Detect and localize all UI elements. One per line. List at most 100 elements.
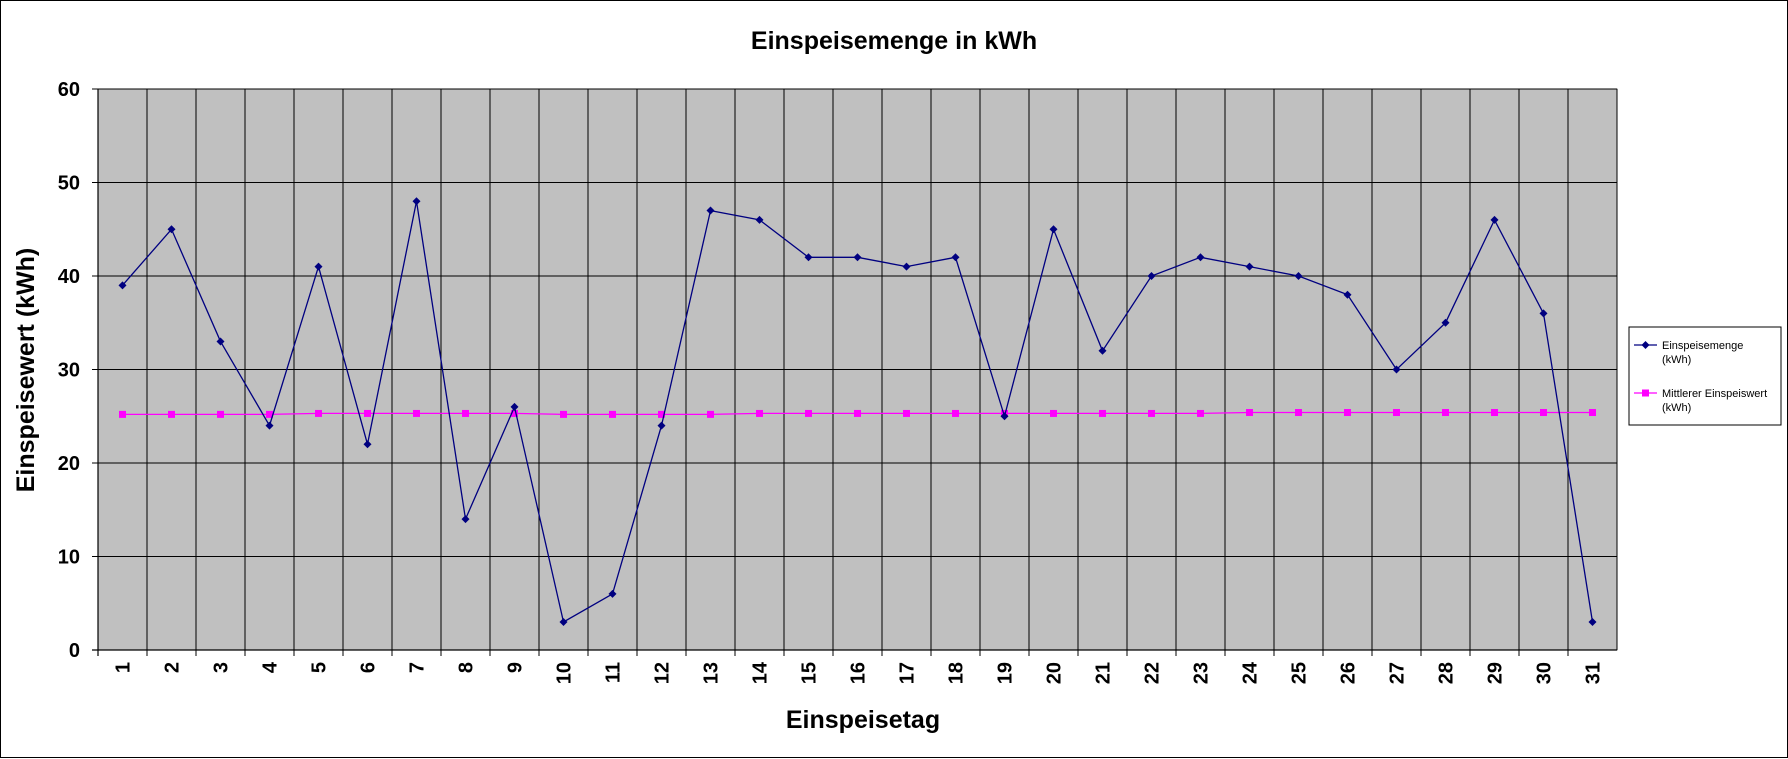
legend-marker [1641,341,1650,349]
data-point [608,589,617,598]
data-point [511,409,518,417]
x-tick-label: 26 [1338,662,1360,684]
x-tick-label: 1 [113,662,135,673]
data-point [1392,365,1401,374]
x-tick-label: 28 [1436,662,1458,684]
y-tick-label: 20 [58,453,80,475]
y-tick-label: 60 [58,79,80,101]
data-point [658,410,665,418]
data-point [1539,309,1548,318]
legend-box [1628,326,1782,426]
x-tick-label: 5 [309,662,331,673]
data-point [1246,409,1253,417]
y-tick-label: 0 [69,640,80,662]
data-point [756,409,763,417]
data-point [853,253,862,262]
x-tick-label: 17 [897,662,919,684]
legend-label: Einspeisemenge [1662,340,1743,352]
data-point [1490,215,1499,224]
x-tick-label: 19 [995,662,1017,684]
x-tick-label: 13 [701,662,723,684]
data-point [412,197,421,206]
data-point [903,409,910,417]
data-point [118,281,127,290]
data-point [1098,346,1107,355]
x-tick-label: 29 [1485,662,1507,684]
y-tick-label: 30 [58,360,80,382]
x-tick-label: 27 [1387,662,1409,684]
x-tick-label: 12 [652,662,674,684]
data-point [1343,290,1352,299]
x-tick-label: 23 [1191,662,1213,684]
x-tick-label: 20 [1044,662,1066,684]
data-point [1540,409,1547,417]
data-point [265,421,274,430]
data-point [1344,409,1351,417]
x-tick-label: 25 [1289,662,1311,684]
data-point [805,409,812,417]
x-tick-label: 14 [750,661,772,684]
x-tick-label: 30 [1534,662,1556,684]
data-point [609,410,616,418]
data-point [266,410,273,418]
data-point [1295,409,1302,417]
x-tick-label: 2 [162,662,184,673]
x-axis: 1 2 3 4 5 6 7 8 9 10 11 12 13 14 15 16 17 18 19 20 21 22 23 24 2… [97,650,1605,684]
legend: Einspeisemenge (kWh) Mittlerer Einspeiswer… [1628,326,1782,426]
data-point [1197,409,1204,417]
data-point [1588,617,1597,626]
x-tick-label: 15 [799,662,821,684]
data-point [216,337,225,346]
data-point [952,409,959,417]
x-tick-label: 21 [1093,662,1115,684]
x-tick-label: 8 [456,662,478,673]
data-point [168,410,175,418]
x-tick-label: 9 [505,662,527,673]
y-axis: 0 10 20 30 40 50 60 [58,79,98,662]
chart-title: Einspeisemenge in kWh [751,27,1037,55]
data-point [510,402,519,411]
data-point [902,262,911,271]
data-point [1099,409,1106,417]
y-tick-label: 10 [58,547,80,569]
data-point [707,410,714,418]
data-point [1442,409,1449,417]
x-tick-label: 22 [1142,662,1164,684]
y-tick-label: 50 [58,173,80,195]
x-tick-label: 3 [211,662,233,673]
data-point [559,617,568,626]
data-point [1393,409,1400,417]
data-point [217,410,224,418]
y-axis-title: Einspeisewert (kWh) [12,248,40,493]
legend-label: Mittlerer Einspeiswert [1662,388,1767,400]
series-group [119,409,1596,418]
data-point [119,410,126,418]
data-point [1050,409,1057,417]
y-tick-label: 40 [58,266,80,288]
data-point [462,409,469,417]
legend-label: (kWh) [1662,402,1691,414]
data-point [755,215,764,224]
x-tick-label: 31 [1583,662,1605,684]
x-tick-label: 16 [848,662,870,684]
legend-label: (kWh) [1662,354,1691,366]
legend-marker [1642,389,1649,397]
data-point [461,515,470,524]
data-point [364,409,371,417]
data-point [1589,409,1596,417]
x-tick-label: 24 [1240,661,1262,684]
data-point [1147,272,1156,280]
data-point [413,409,420,417]
data-point [1294,272,1303,280]
data-point [167,225,176,234]
data-point [1148,409,1155,417]
data-point [363,440,372,449]
data-point [560,410,567,418]
x-tick-label: 18 [946,662,968,684]
x-tick-label: 7 [407,662,429,673]
data-point [657,421,666,430]
data-point [1196,253,1205,262]
data-point [1441,318,1450,327]
